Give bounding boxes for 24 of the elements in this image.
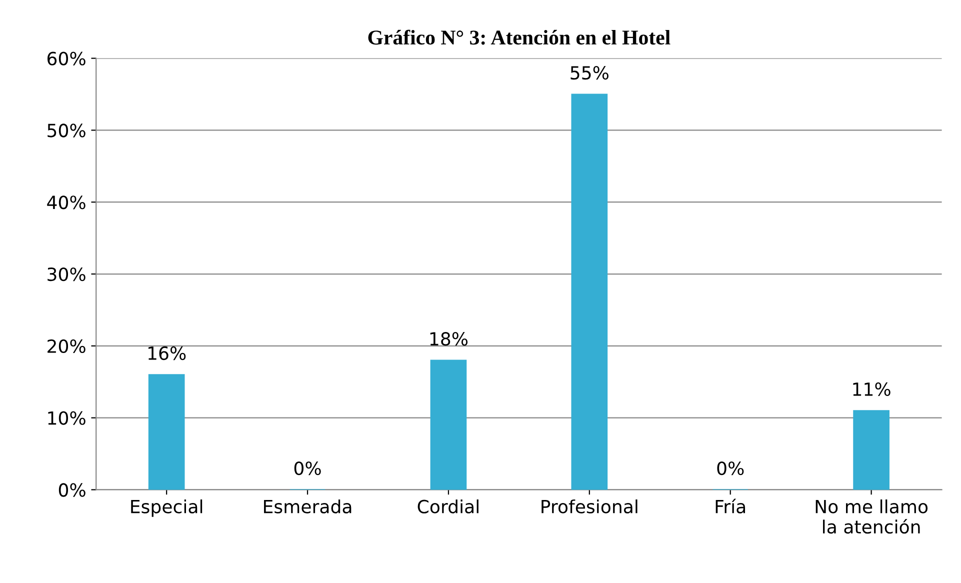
y-tick-label: 60% [48, 52, 86, 66]
y-tick-label: 50% [48, 124, 86, 138]
data-label: 18% [430, 332, 468, 346]
chart-title: Gráfico N° 3: Atención en el Hotel [368, 30, 670, 45]
bar [853, 410, 890, 490]
x-tick-label: No me llamo la atención [816, 499, 928, 534]
y-tick-label: 0% [58, 483, 86, 497]
x-tick-label: Cordial [418, 499, 478, 514]
y-tick-label: 20% [48, 339, 86, 354]
y-tick-label: 30% [48, 267, 86, 282]
x-tick-label: Profesional [542, 499, 638, 514]
bar [571, 94, 608, 490]
data-label: 0% [717, 461, 744, 476]
x-tick-label: Especial [131, 499, 202, 517]
bar [430, 360, 467, 490]
x-tick-label: Fría [716, 498, 746, 514]
data-label: 16% [148, 346, 186, 360]
data-label: 55% [570, 66, 608, 80]
y-tick-label: 10% [48, 411, 86, 425]
data-label: 11% [853, 382, 890, 396]
x-tick-label: Esmerada [264, 499, 352, 514]
y-tick-label: 40% [47, 196, 86, 210]
bar [148, 374, 185, 490]
data-label: 0% [294, 461, 321, 476]
